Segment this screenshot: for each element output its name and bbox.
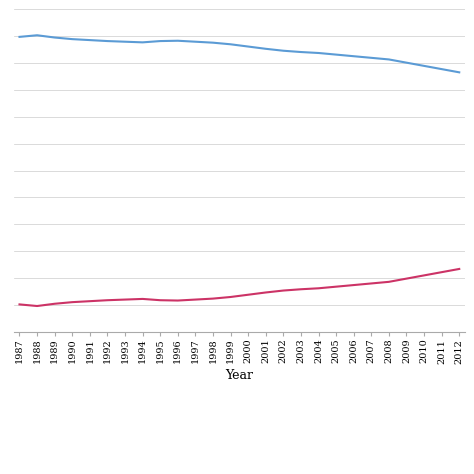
Outside marriage (%) bbox=[17, 301, 22, 307]
Within marriage (%) bbox=[210, 40, 216, 46]
Within marriage (%) bbox=[439, 66, 445, 72]
Within marriage (%) bbox=[298, 49, 304, 55]
Outside marriage (%) bbox=[140, 296, 146, 302]
Outside marriage (%) bbox=[368, 281, 374, 286]
Within marriage (%) bbox=[87, 37, 93, 43]
Within marriage (%) bbox=[228, 41, 233, 47]
Outside marriage (%) bbox=[175, 298, 181, 303]
Outside marriage (%) bbox=[122, 297, 128, 302]
Within marriage (%) bbox=[456, 70, 462, 75]
Outside marriage (%) bbox=[192, 297, 198, 302]
Outside marriage (%) bbox=[52, 301, 57, 307]
Within marriage (%) bbox=[175, 38, 181, 44]
Within marriage (%) bbox=[192, 39, 198, 45]
Outside marriage (%) bbox=[87, 298, 93, 304]
Outside marriage (%) bbox=[246, 292, 251, 298]
Outside marriage (%) bbox=[386, 279, 392, 285]
Within marriage (%) bbox=[52, 35, 57, 40]
Within marriage (%) bbox=[281, 48, 286, 54]
Outside marriage (%) bbox=[105, 297, 110, 303]
Outside marriage (%) bbox=[34, 303, 40, 309]
Within marriage (%) bbox=[263, 46, 269, 52]
Outside marriage (%) bbox=[351, 282, 356, 288]
Outside marriage (%) bbox=[210, 296, 216, 301]
Within marriage (%) bbox=[368, 55, 374, 61]
Within marriage (%) bbox=[157, 38, 163, 44]
Outside marriage (%) bbox=[456, 266, 462, 272]
Outside marriage (%) bbox=[404, 276, 410, 282]
Within marriage (%) bbox=[351, 54, 356, 59]
Within marriage (%) bbox=[69, 36, 75, 42]
Outside marriage (%) bbox=[69, 299, 75, 305]
Outside marriage (%) bbox=[421, 273, 427, 278]
Within marriage (%) bbox=[34, 32, 40, 38]
Within marriage (%) bbox=[386, 56, 392, 62]
Line: Within marriage (%): Within marriage (%) bbox=[19, 35, 459, 73]
Outside marriage (%) bbox=[263, 290, 269, 295]
Within marriage (%) bbox=[316, 50, 321, 56]
Within marriage (%) bbox=[105, 38, 110, 44]
Outside marriage (%) bbox=[157, 297, 163, 303]
Outside marriage (%) bbox=[281, 288, 286, 293]
Outside marriage (%) bbox=[316, 285, 321, 291]
Within marriage (%) bbox=[246, 44, 251, 49]
Outside marriage (%) bbox=[439, 269, 445, 275]
Within marriage (%) bbox=[333, 52, 339, 57]
Within marriage (%) bbox=[140, 39, 146, 45]
Within marriage (%) bbox=[17, 34, 22, 40]
Outside marriage (%) bbox=[228, 294, 233, 300]
Outside marriage (%) bbox=[333, 284, 339, 290]
Line: Outside marriage (%): Outside marriage (%) bbox=[19, 269, 459, 306]
Within marriage (%) bbox=[122, 39, 128, 45]
X-axis label: Year: Year bbox=[225, 369, 254, 382]
Legend: Within marriage (%), Outside marriage (%): Within marriage (%), Outside marriage (%… bbox=[74, 473, 405, 474]
Within marriage (%) bbox=[421, 63, 427, 69]
Within marriage (%) bbox=[404, 60, 410, 65]
Outside marriage (%) bbox=[298, 286, 304, 292]
